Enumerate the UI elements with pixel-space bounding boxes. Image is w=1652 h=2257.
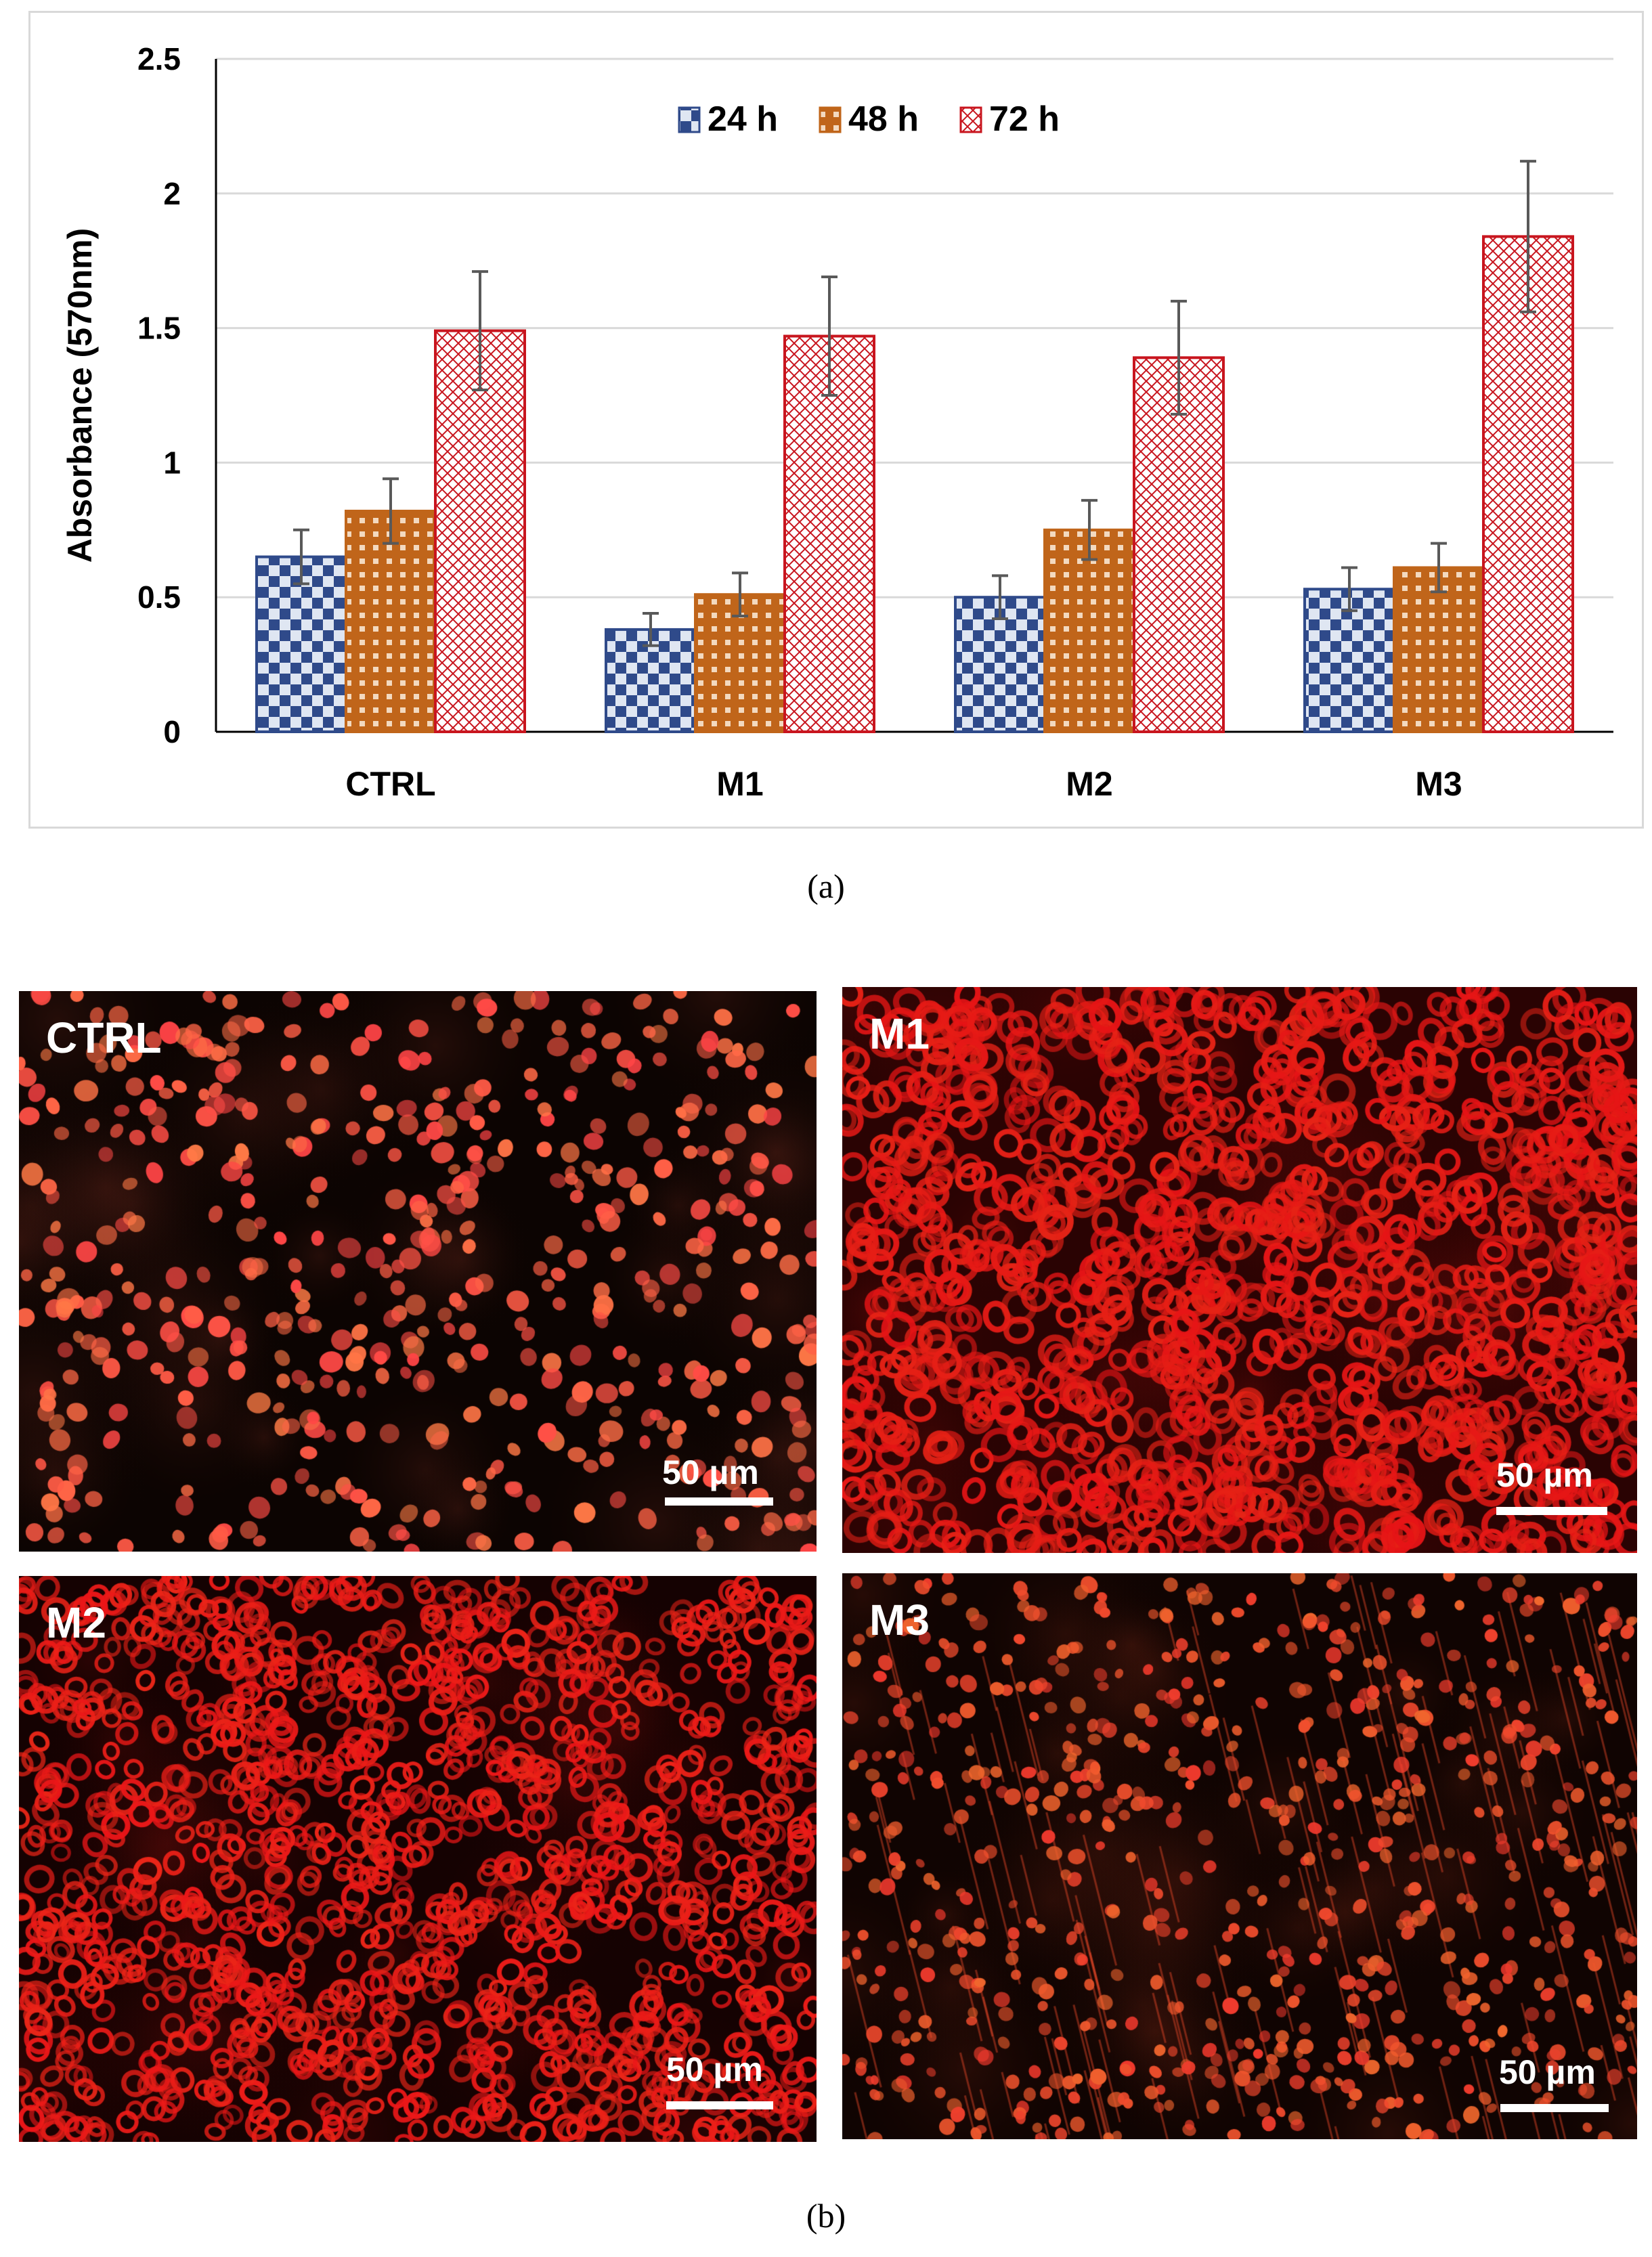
caption-b: (b): [806, 2197, 846, 2235]
micrograph-m1-label: M1: [869, 1009, 930, 1058]
bar-m2-72h: [1133, 356, 1225, 733]
bar-ctrl-24h: [255, 555, 347, 733]
legend-label: 72 h: [989, 100, 1060, 139]
bar-m3-72h: [1482, 235, 1574, 733]
y-tick-label: 0.5: [137, 579, 181, 615]
micrograph-ctrl-image: [19, 991, 817, 1552]
y-tick-label: 0: [163, 714, 181, 749]
micrograph-m1-scale-text: 50 µm: [1496, 1456, 1593, 1494]
micrograph-m2-scale-text: 50 µm: [666, 2051, 763, 2088]
micrograph-m3-scale-bar: [1500, 2104, 1609, 2112]
x-tick-label: CTRL: [345, 765, 435, 803]
micrograph-ctrl-scale-text: 50 µm: [662, 1453, 759, 1491]
y-tick-label: 2.5: [137, 41, 181, 76]
legend-label: 48 h: [848, 100, 919, 139]
micrograph-m2-image: [19, 1576, 817, 2142]
micrograph-m1: M1 50 µm: [842, 987, 1637, 1553]
bar-m2-48h: [1043, 528, 1135, 733]
micrograph-m2-scale-bar: [666, 2101, 773, 2109]
micrograph-m1-scale-bar: [1496, 1507, 1607, 1515]
x-tick-label: M2: [1066, 765, 1112, 803]
y-tick-label: 1.5: [137, 311, 181, 346]
micrograph-m2-label: M2: [46, 1598, 106, 1647]
x-tick-label: M1: [716, 765, 763, 803]
bar-chart: 0 0.5 1 1.5 2 2.5 Absorbance (570nm) CTRL M1 M2 M3…: [61, 41, 1613, 803]
y-tick-label: 2: [163, 176, 181, 211]
y-axis-label: Absorbance (570nm): [61, 228, 99, 563]
micrograph-ctrl-label: CTRL: [46, 1013, 162, 1062]
caption-a: (a): [807, 867, 845, 905]
bar-ctrl-72h: [434, 329, 526, 733]
x-tick-label: M3: [1415, 765, 1462, 803]
micrograph-m3-label: M3: [869, 1596, 930, 1644]
legend-swatch-72h: [959, 106, 982, 133]
legend-swatch-48h: [819, 106, 842, 133]
bar-m1-72h: [783, 334, 875, 733]
micrograph-m3-scale-text: 50 µm: [1499, 2053, 1596, 2091]
micrograph-ctrl-scale-bar: [665, 1497, 773, 1506]
legend-label: 24 h: [708, 100, 778, 139]
micrograph-m3: M3 50 µm: [842, 1573, 1637, 2139]
micrograph-m2: M2 50 µm: [19, 1576, 817, 2142]
y-tick-label: 1: [163, 445, 181, 480]
micrograph-m3-image: [842, 1573, 1637, 2139]
legend-swatch-24h: [678, 106, 701, 133]
bar-ctrl-48h: [345, 509, 437, 734]
chart-panel: 0 0.5 1 1.5 2 2.5 Absorbance (570nm) CTRL M1 M2 M3…: [28, 11, 1644, 829]
micrograph-m1-image: [842, 987, 1637, 1553]
micrograph-ctrl: CTRL 50 µm: [19, 991, 817, 1552]
